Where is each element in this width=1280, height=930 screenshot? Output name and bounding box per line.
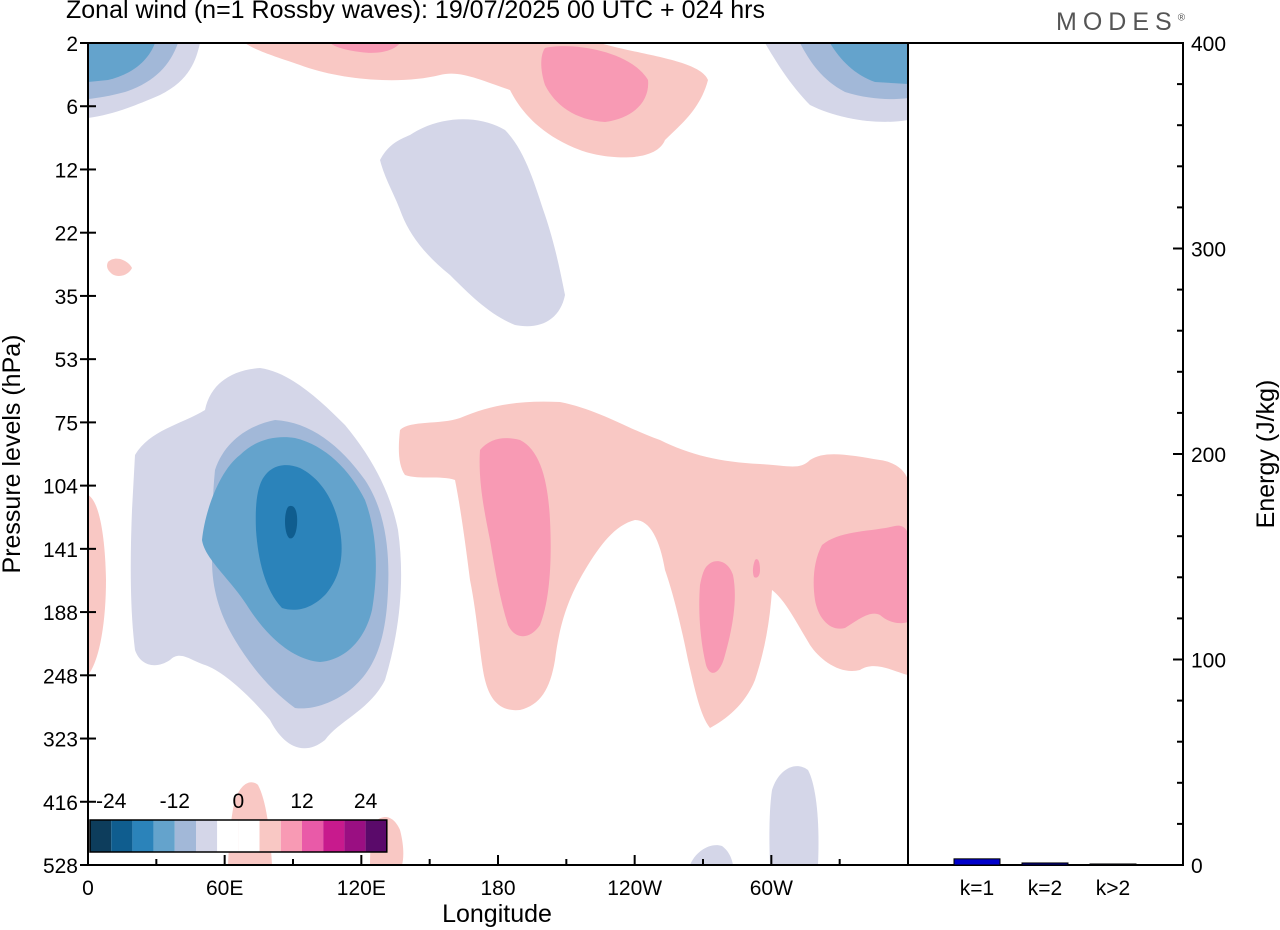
x-tick-label: 60E <box>206 877 243 900</box>
colorbar-swatch <box>153 820 175 852</box>
contour-neg-plume <box>380 119 565 327</box>
energy-axis-label: Energy (J/kg) <box>1252 380 1280 529</box>
contour-neg-main-4 <box>255 465 342 610</box>
y-tick-label: 6 <box>66 96 78 119</box>
contour-pos-top-3 <box>330 43 400 53</box>
y-tick-label: 2 <box>66 33 78 56</box>
colorbar-swatch <box>238 820 260 852</box>
colorbar-label: 12 <box>290 790 313 813</box>
contour-neg-topright-3 <box>830 43 908 84</box>
y-tick-label: 22 <box>55 223 78 246</box>
energy-tick-label: 0 <box>1191 855 1203 878</box>
contour-pos-top-2 <box>541 46 649 122</box>
colorbar-swatch <box>174 820 196 852</box>
colorbar-swatch <box>280 820 302 852</box>
colorbar-border <box>89 819 388 853</box>
energy-bar <box>1021 862 1069 866</box>
x-tick-label: 60W <box>750 877 793 900</box>
y-tick-label: 248 <box>43 665 78 688</box>
contour-neg-main-5 <box>285 505 298 539</box>
x-tick-label: 180 <box>480 877 515 900</box>
colorbar-swatch <box>132 820 154 852</box>
colorbar-swatch <box>111 820 133 852</box>
colorbar-swatch <box>323 820 345 852</box>
colorbar-swatch <box>344 820 366 852</box>
colorbar: -24 -12 0 12 24 <box>89 790 388 853</box>
colorbar-swatch <box>217 820 239 852</box>
colorbar-swatch <box>196 820 218 852</box>
energy-category-label: k=1 <box>960 877 994 900</box>
registered-mark: ® <box>1177 12 1186 24</box>
energy-axes: 0 100 200 300 400 <box>1173 33 1226 878</box>
energy-tick-label: 200 <box>1191 444 1226 467</box>
colorbar-swatch <box>302 820 324 852</box>
energy-category-label: k>2 <box>1096 877 1130 900</box>
contour-pos-band-2 <box>479 438 551 637</box>
contour-neg-bottom-2 <box>690 845 733 865</box>
energy-tick-label: 300 <box>1191 239 1226 262</box>
colorbar-swatch <box>259 820 281 852</box>
x-tick-label: 120W <box>607 877 662 900</box>
y-tick-label: 53 <box>55 349 78 372</box>
y-tick-label: 12 <box>55 159 78 182</box>
y-tick-label: 323 <box>43 729 78 752</box>
energy-tick-label: 100 <box>1191 650 1226 673</box>
colorbar-label: 0 <box>233 790 245 813</box>
y-tick-label: 75 <box>55 412 78 435</box>
y-axis-label: Pressure levels (hPa) <box>0 335 26 574</box>
energy-bar <box>1089 863 1137 866</box>
x-axis-label: Longitude <box>442 900 552 928</box>
y-tick-label: 35 <box>55 286 78 309</box>
modes-logo: MODES® <box>1056 8 1185 37</box>
y-tick-label: 104 <box>43 476 78 499</box>
y-tick-label: 528 <box>43 855 78 878</box>
contour-neg-topleft-3 <box>88 43 155 82</box>
colorbar-label: 24 <box>354 790 378 813</box>
energy-bars: k=1 k=2 k>2 <box>953 858 1137 900</box>
contour-pos-spot <box>107 258 132 276</box>
colorbar-swatch <box>365 820 387 852</box>
y-tick-label: 416 <box>43 792 78 815</box>
energy-frame <box>907 42 1184 866</box>
contour-pos-leftedge <box>88 495 106 675</box>
colorbar-swatch <box>90 820 112 852</box>
brand-text: MODES <box>1056 8 1178 36</box>
contour-pos-east <box>813 525 908 629</box>
energy-tick-label: 400 <box>1191 33 1226 56</box>
energy-category-label: k=2 <box>1028 877 1062 900</box>
energy-bar <box>953 858 1001 866</box>
x-tick-label: 0 <box>82 877 94 900</box>
contour-field <box>88 43 908 865</box>
colorbar-label: -12 <box>160 790 190 813</box>
contour-neg-bottom-1 <box>769 766 819 865</box>
chart-title: Zonal wind (n=1 Rossby waves): 19/07/202… <box>66 0 765 24</box>
contour-pos-small <box>752 559 760 578</box>
contour-pos-150w <box>699 561 735 673</box>
y-tick-label: 141 <box>43 539 78 562</box>
colorbar-label: -24 <box>96 790 127 813</box>
x-tick-label: 120E <box>337 877 386 900</box>
y-tick-label: 188 <box>43 602 78 625</box>
